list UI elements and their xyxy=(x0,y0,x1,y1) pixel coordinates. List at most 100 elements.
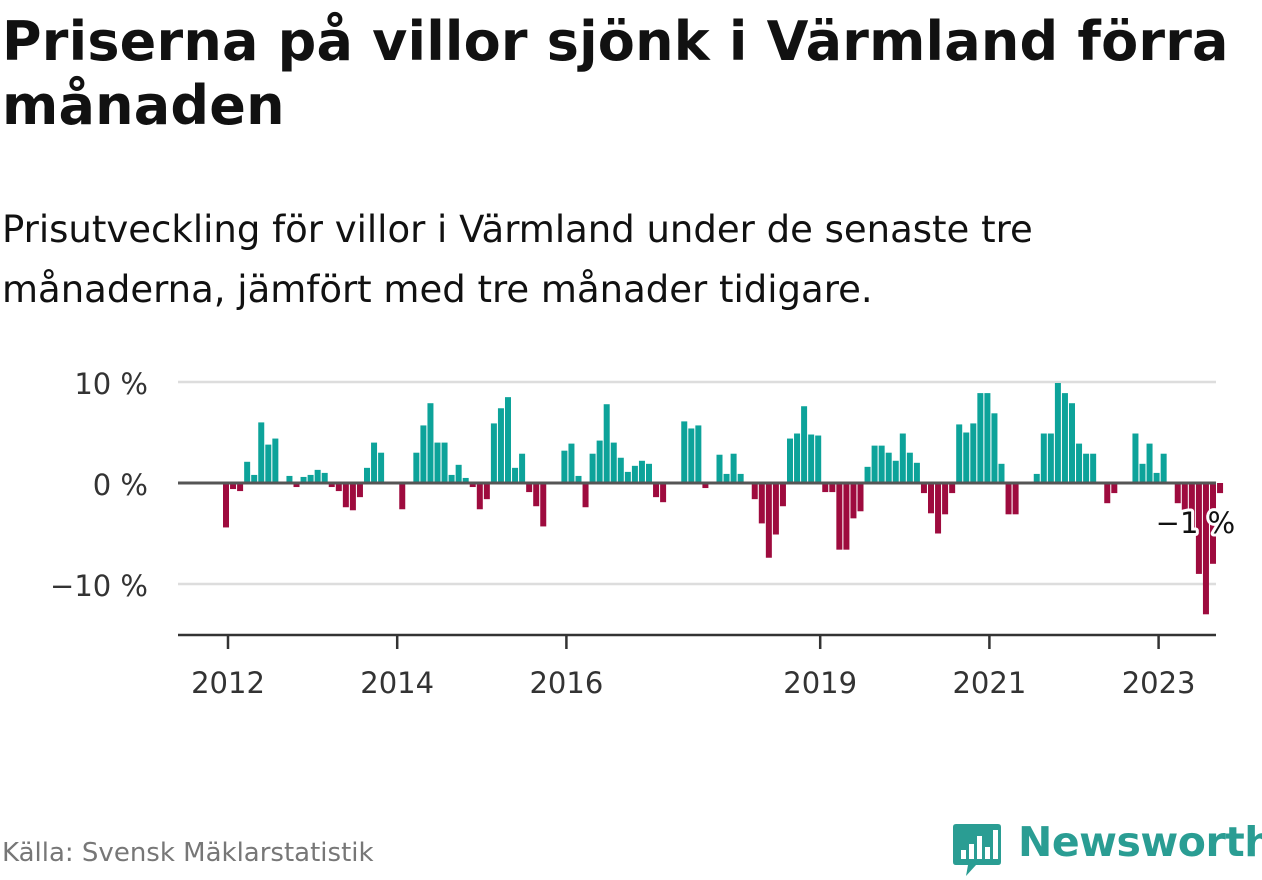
bar xyxy=(1047,433,1054,483)
bar xyxy=(1195,483,1202,574)
bar xyxy=(681,421,688,483)
bar xyxy=(864,466,871,483)
bar xyxy=(328,483,335,488)
bar xyxy=(794,433,801,483)
bar xyxy=(660,483,667,503)
bar xyxy=(483,483,490,500)
bar xyxy=(1104,483,1111,504)
bar xyxy=(1040,433,1047,483)
bar xyxy=(631,465,638,483)
bar xyxy=(949,483,956,494)
bar-chart: 10 % 0 % −10 % 2012 2014 2016 2019 2021 2023 −1… xyxy=(50,367,1236,700)
bar xyxy=(871,445,878,483)
bar xyxy=(737,473,744,483)
last-value-label: −1 % xyxy=(1156,506,1236,540)
bar xyxy=(1202,483,1209,615)
bar xyxy=(702,483,709,489)
bar xyxy=(1012,483,1019,515)
x-tick-label: 2019 xyxy=(783,666,857,700)
bar xyxy=(822,483,829,493)
bar xyxy=(505,397,511,483)
bar xyxy=(335,483,342,492)
bar xyxy=(991,413,998,483)
bar xyxy=(984,393,991,483)
bar xyxy=(568,443,575,483)
bar xyxy=(441,442,448,483)
bar xyxy=(512,467,519,483)
bar xyxy=(307,474,314,483)
bar xyxy=(314,469,321,483)
bar xyxy=(349,483,356,511)
bar xyxy=(913,462,920,483)
bar xyxy=(356,483,363,498)
bar xyxy=(1188,483,1195,534)
bar xyxy=(892,460,899,483)
bar xyxy=(688,428,695,483)
bar xyxy=(455,464,462,483)
source-label: Källa: Svensk Mäklarstatistik xyxy=(2,838,374,868)
bar xyxy=(589,453,596,483)
bar xyxy=(582,483,589,508)
bar xyxy=(448,474,455,483)
bar xyxy=(258,422,265,483)
bar xyxy=(1181,483,1188,514)
bar xyxy=(476,483,483,510)
bar xyxy=(378,452,385,483)
bar xyxy=(1033,473,1040,483)
bar xyxy=(857,483,864,512)
bar xyxy=(751,483,758,500)
bar xyxy=(850,483,857,519)
x-tick-label: 2021 xyxy=(952,666,1026,700)
bar xyxy=(624,471,631,483)
bar xyxy=(561,450,568,483)
bar xyxy=(230,483,237,490)
brand-name: Newsworthy xyxy=(1018,818,1262,866)
bar xyxy=(899,433,906,483)
bar xyxy=(462,477,469,483)
bar xyxy=(321,472,328,483)
bar xyxy=(427,403,434,483)
bar xyxy=(653,483,660,498)
bar xyxy=(815,435,822,483)
bar xyxy=(526,483,533,493)
bar xyxy=(1160,453,1167,483)
bar xyxy=(970,423,977,483)
bar xyxy=(364,467,370,483)
newsworthy-logo: Newsworthy xyxy=(952,818,1262,880)
bar xyxy=(977,393,984,483)
bar xyxy=(519,453,526,483)
x-tick-label: 2014 xyxy=(360,666,434,700)
bar xyxy=(223,483,229,528)
y-tick-label: 0 % xyxy=(93,468,148,502)
bar xyxy=(920,483,927,494)
x-axis xyxy=(178,481,1216,637)
x-tick-label: 2016 xyxy=(529,666,603,700)
chart-subtitle: Prisutveckling för villor i Värmland und… xyxy=(2,208,1033,311)
bar xyxy=(716,454,723,483)
bar xyxy=(1174,483,1181,504)
bar xyxy=(638,460,645,483)
bar xyxy=(1005,483,1012,515)
bar xyxy=(244,461,251,483)
bar xyxy=(1153,472,1160,483)
bar xyxy=(646,463,652,483)
bar xyxy=(575,475,582,483)
bar xyxy=(300,476,307,483)
bar xyxy=(251,474,258,483)
bar xyxy=(956,424,963,483)
bar xyxy=(808,434,815,483)
y-tick-label: 10 % xyxy=(74,367,148,401)
bar xyxy=(1061,393,1068,483)
bar xyxy=(843,483,850,550)
bar xyxy=(885,452,892,483)
bar xyxy=(293,483,300,488)
bar xyxy=(497,408,504,483)
bar xyxy=(1139,463,1146,483)
y-tick-label: −10 % xyxy=(50,569,148,603)
bar xyxy=(765,483,772,558)
bar xyxy=(490,423,497,483)
bar xyxy=(610,442,617,483)
bar xyxy=(928,483,934,514)
bar xyxy=(1111,483,1118,494)
bar xyxy=(603,404,610,483)
